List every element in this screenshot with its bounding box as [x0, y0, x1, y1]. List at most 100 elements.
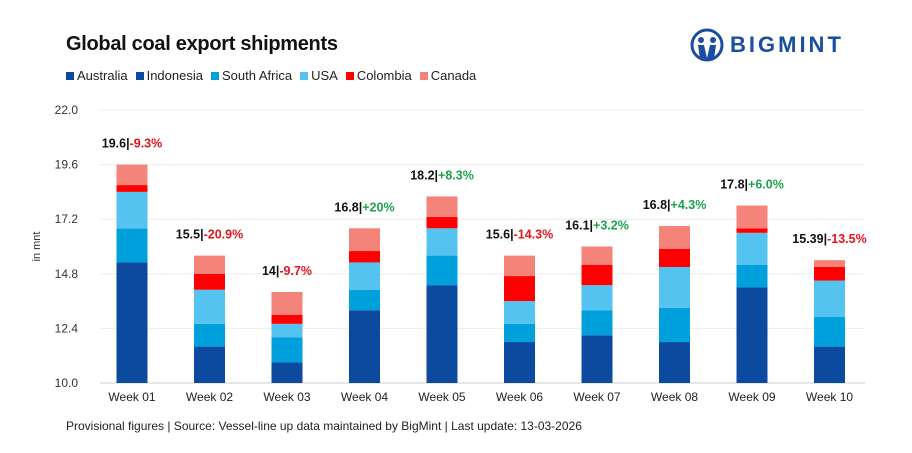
bar-segment-australia [736, 287, 768, 383]
footer-note: Provisional figures | Source: Vessel-lin… [66, 419, 582, 433]
y-tick-label: 14.8 [55, 267, 79, 281]
bar-segment-colombia [349, 251, 380, 263]
change-value: +4.3% [671, 198, 707, 212]
data-label: 18.2|+8.3% [410, 168, 474, 182]
bar-segment-south-africa [116, 228, 148, 263]
change-value: -20.9% [204, 228, 244, 242]
legend-item: Australia [66, 68, 128, 83]
data-label: 16.8|+20% [334, 200, 394, 214]
y-tick-label: 17.2 [55, 212, 79, 226]
total-value: 15.39| [792, 232, 827, 246]
bar-segment-canada [426, 196, 458, 217]
bar-segment-colombia [116, 185, 148, 192]
bar-segment-canada [271, 292, 303, 315]
bar-segment-colombia [194, 273, 225, 290]
total-value: 17.8| [720, 178, 748, 192]
bar-segment-south-africa [271, 337, 303, 363]
legend: Australia Indonesia South Africa USA Colombi… [66, 68, 484, 83]
bar-segment-australia [814, 346, 845, 383]
bar-segment-australia [581, 335, 613, 383]
change-value: -14.3% [514, 228, 554, 242]
data-label: 16.8|+4.3% [643, 198, 707, 212]
bar-segment-usa [271, 323, 303, 338]
data-label: 19.6|-9.3% [102, 137, 162, 151]
legend-item: Colombia [345, 68, 412, 83]
bar-segment-south-africa [659, 307, 690, 343]
bar-segment-australia [659, 342, 690, 383]
legend-label: Indonesia [146, 68, 203, 83]
legend-label: Canada [430, 68, 477, 83]
legend-swatch [210, 71, 219, 80]
x-tick-label: Week 05 [418, 390, 465, 404]
bar-segment-usa [659, 266, 690, 308]
bar-segment-canada [581, 246, 613, 265]
data-label: 15.5|-20.9% [176, 228, 243, 242]
legend-swatch [300, 71, 309, 80]
x-tick-label: Week 08 [651, 390, 698, 404]
total-value: 14| [262, 264, 279, 278]
legend-label: South Africa [221, 68, 293, 83]
legend-swatch [66, 71, 74, 80]
bigmint-logo: BIGMINT [690, 28, 844, 62]
bar-segment-usa [581, 285, 613, 311]
bar-segment-canada [504, 255, 535, 277]
bar-segment-south-africa [194, 323, 225, 347]
legend-item: Canada [419, 68, 477, 83]
y-tick-label: 22.0 [55, 103, 79, 117]
bar-segment-usa [736, 232, 768, 265]
bar-segment-south-africa [504, 323, 535, 343]
bar-segment-colombia [814, 266, 845, 281]
bar-segment-australia [349, 310, 380, 383]
bar-segment-colombia [426, 216, 458, 229]
change-value: -13.5% [827, 232, 867, 246]
bar-segment-australia [426, 285, 458, 383]
total-value: 16.1| [565, 219, 593, 233]
legend-item: USA [300, 68, 338, 83]
brand-name: BIGMINT [730, 32, 844, 57]
change-value: +8.3% [438, 168, 474, 182]
bar-segment-australia [504, 342, 535, 383]
change-value: -9.3% [130, 137, 163, 151]
y-tick-label: 12.4 [55, 321, 79, 335]
chart-title: Global coal export shipments [66, 33, 338, 55]
bar-segment-canada [116, 164, 148, 186]
bigmint-logo-icon [690, 28, 724, 62]
bar-segment-usa [349, 262, 380, 290]
x-tick-label: Week 06 [496, 390, 543, 404]
total-value: 16.8| [643, 198, 671, 212]
legend-label: Australia [77, 68, 128, 83]
data-label: 15.39|-13.5% [792, 232, 866, 246]
bar-segment-canada [194, 255, 225, 274]
bar-segment-australia [194, 346, 225, 383]
bar-segment-usa [116, 191, 148, 229]
change-value: -9.7% [279, 264, 312, 278]
total-value: 19.6| [102, 137, 130, 151]
bar-segment-colombia [504, 276, 535, 302]
y-tick-label: 10.0 [55, 376, 79, 390]
bar-segment-usa [194, 289, 225, 324]
bar-segment-canada [659, 226, 690, 249]
legend-label: Colombia [356, 68, 412, 83]
x-tick-label: Week 03 [263, 390, 310, 404]
bar-segment-usa [814, 280, 845, 318]
bar-segment-usa [426, 228, 458, 256]
total-value: 18.2| [410, 168, 438, 182]
total-value: 15.5| [176, 228, 204, 242]
x-tick-label: Week 01 [108, 390, 155, 404]
x-tick-label: Week 07 [573, 390, 620, 404]
data-label: 14|-9.7% [262, 264, 312, 278]
bar-segment-canada [349, 228, 380, 252]
bar-segment-south-africa [736, 264, 768, 288]
change-value: +6.0% [748, 178, 784, 192]
legend-swatch [345, 71, 354, 80]
total-value: 15.6| [486, 228, 514, 242]
bar-segment-colombia [581, 264, 613, 286]
change-value: +20% [362, 200, 394, 214]
legend-item: South Africa [210, 68, 293, 83]
bar-segment-australia [116, 262, 148, 383]
bar-segment-south-africa [426, 255, 458, 286]
bar-segment-south-africa [581, 310, 613, 336]
x-tick-label: Week 02 [186, 390, 233, 404]
total-value: 16.8| [334, 200, 362, 214]
